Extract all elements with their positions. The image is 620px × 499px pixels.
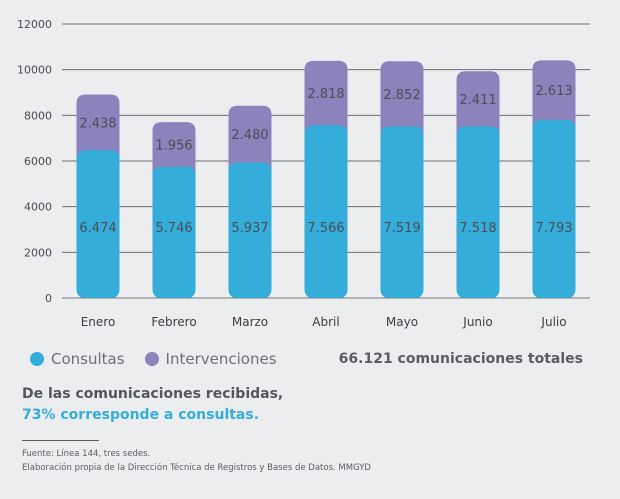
bar-segment-consultas <box>152 166 196 298</box>
bar-segment-consultas <box>228 162 272 298</box>
x-tick-label: Enero <box>81 315 116 329</box>
total-communications: 66.121 comunicaciones totales <box>338 351 583 367</box>
data-label-intervenciones: 2.818 <box>307 87 344 102</box>
x-axis: Enero Febrero Marzo Abril Mayo Junio Julio <box>81 315 567 329</box>
data-label-consultas: 5.746 <box>155 221 192 236</box>
x-tick-label: Febrero <box>151 315 196 329</box>
bar-segment-consultas <box>76 150 120 298</box>
data-label-intervenciones: 1.956 <box>155 138 192 153</box>
data-label-consultas: 5.937 <box>231 221 268 236</box>
stacked-bar-chart: 0 2000 4000 6000 8000 10000 12000 2.438 6.474 1.… <box>17 18 590 329</box>
bars: 2.438 6.474 1.956 5.746 2.480 5.937 2.818 7.566… <box>76 60 576 299</box>
data-label-intervenciones: 2.411 <box>459 93 496 108</box>
x-tick-label: Abril <box>312 315 339 329</box>
data-label-intervenciones: 2.613 <box>535 84 572 99</box>
bar-segment-intervenciones <box>380 61 424 138</box>
y-tick-label: 10000 <box>17 64 52 77</box>
y-axis: 0 2000 4000 6000 8000 10000 12000 <box>17 18 52 305</box>
x-tick-label: Mayo <box>386 315 418 329</box>
data-label-consultas: 7.518 <box>459 221 496 236</box>
legend-label: Intervenciones <box>165 350 277 368</box>
divider <box>22 440 99 441</box>
data-label-intervenciones: 2.852 <box>383 88 420 103</box>
y-tick-label: 4000 <box>24 201 52 214</box>
bar-segment-consultas <box>456 126 500 299</box>
bar-segment-intervenciones <box>152 122 196 178</box>
bar-segment-consultas <box>532 120 576 298</box>
source-line-1: Fuente: Línea 144, tres sedes. <box>22 449 151 459</box>
bar-segment-consultas <box>304 125 348 298</box>
summary-line-2: 73% corresponde a consultas. <box>22 407 260 423</box>
bar-segment-intervenciones <box>228 105 272 174</box>
legend-item-consultas: Consultas <box>30 350 125 368</box>
legend-label: Consultas <box>51 350 125 368</box>
legend-dot-icon <box>144 352 159 366</box>
bar-segment-intervenciones <box>304 60 348 137</box>
legend-item-intervenciones: Intervenciones <box>144 350 277 368</box>
y-tick-label: 0 <box>45 292 52 305</box>
bar-segment-intervenciones <box>532 60 576 132</box>
data-label-consultas: 7.519 <box>383 221 420 236</box>
summary-line-1: De las comunicaciones recibidas, <box>22 386 284 402</box>
data-label-intervenciones: 2.438 <box>79 116 116 131</box>
data-label-consultas: 6.474 <box>79 221 116 236</box>
x-tick-label: Junio <box>462 315 492 329</box>
data-label-consultas: 7.793 <box>535 221 572 236</box>
data-label-intervenciones: 2.480 <box>231 128 268 143</box>
y-tick-label: 8000 <box>24 109 52 122</box>
legend-dot-icon <box>30 352 44 366</box>
legend: Consultas Intervenciones <box>30 350 297 368</box>
y-tick-label: 6000 <box>24 155 52 168</box>
y-tick-label: 12000 <box>17 18 52 31</box>
y-tick-label: 2000 <box>24 246 52 259</box>
bar-segment-consultas <box>380 126 424 299</box>
source-line-2: Elaboración propia de la Dirección Técni… <box>22 463 371 473</box>
bar-segment-intervenciones <box>456 71 500 138</box>
x-tick-label: Marzo <box>232 315 268 329</box>
data-label-consultas: 7.566 <box>307 221 344 236</box>
bar-segment-intervenciones <box>76 94 120 162</box>
x-tick-label: Julio <box>540 315 566 329</box>
